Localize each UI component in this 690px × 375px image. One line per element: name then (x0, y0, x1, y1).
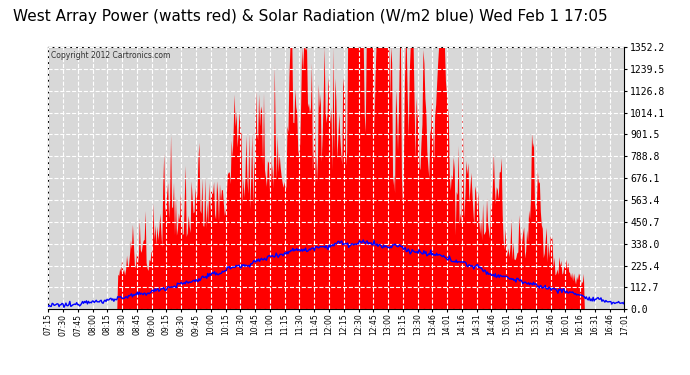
Text: West Array Power (watts red) & Solar Radiation (W/m2 blue) Wed Feb 1 17:05: West Array Power (watts red) & Solar Rad… (13, 9, 608, 24)
Text: Copyright 2012 Cartronics.com: Copyright 2012 Cartronics.com (51, 51, 170, 60)
